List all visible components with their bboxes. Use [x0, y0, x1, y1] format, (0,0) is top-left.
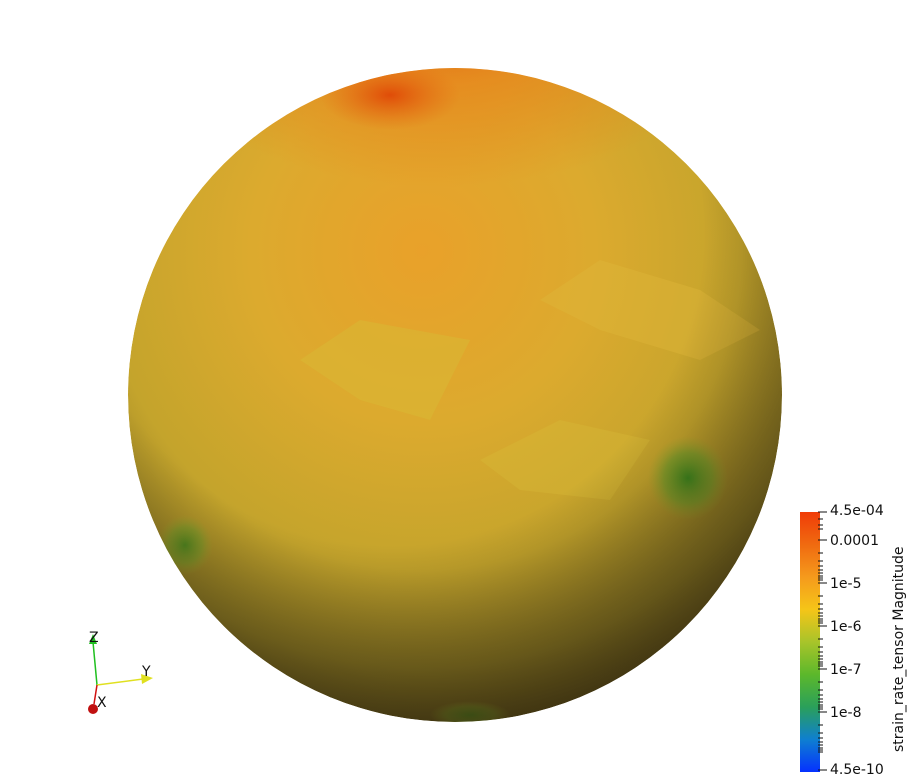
z-axis-arrow-icon — [89, 634, 97, 644]
scalar-bar-gradient — [800, 512, 820, 772]
z-axis-line — [92, 641, 98, 686]
scalar-bar-tick-label: 1e-5 — [830, 576, 862, 592]
orientation-axes[interactable] — [75, 628, 165, 728]
scalar-bar-tick-label: 0.0001 — [830, 533, 879, 549]
scalar-bar-min-label: 4.5e-10 — [830, 762, 884, 778]
axis-z-label: Z — [89, 630, 99, 646]
scalar-bar-tick-label: 1e-8 — [830, 705, 862, 721]
scalar-bar[interactable] — [800, 511, 827, 772]
axis-x-label: X — [97, 695, 107, 711]
scalar-bar-tick-label: 1e-7 — [830, 662, 862, 678]
scalar-bar-tick-label: 1e-6 — [830, 619, 862, 635]
scalar-bar-ticks — [818, 511, 827, 771]
axis-y-label: Y — [142, 664, 151, 680]
x-axis-line — [93, 684, 98, 705]
y-axis-arrow-icon — [141, 674, 153, 684]
y-axis-line — [96, 678, 144, 686]
scalar-bar-title: strain_rate_tensor Magnitude — [891, 546, 907, 752]
x-axis-arrow-icon — [88, 704, 98, 714]
scalar-bar-max-label: 4.5e-04 — [830, 503, 884, 519]
